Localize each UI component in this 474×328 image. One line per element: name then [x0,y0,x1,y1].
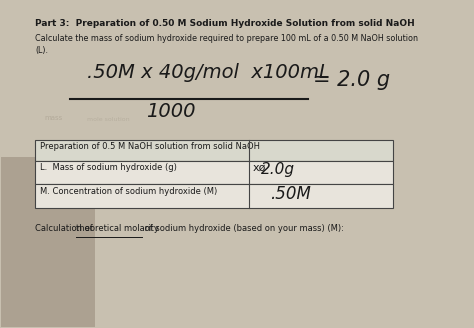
FancyBboxPatch shape [36,161,393,184]
FancyBboxPatch shape [36,184,393,208]
Text: .50M x 40g/mol  x100mL: .50M x 40g/mol x100mL [87,63,329,82]
Text: M. Concentration of sodium hydroxide (M): M. Concentration of sodium hydroxide (M) [40,187,217,196]
Text: 1000: 1000 [146,102,196,121]
Text: mole solution: mole solution [87,117,129,122]
Text: = 2.0 g: = 2.0 g [312,70,390,90]
Text: xø: xø [253,162,266,173]
Text: Calculate the mass of sodium hydroxide required to prepare 100 mL of a 0.50 M Na: Calculate the mass of sodium hydroxide r… [36,34,419,43]
Text: of sodium hydroxide (based on your mass) (M):: of sodium hydroxide (based on your mass)… [142,224,344,233]
Text: mass: mass [44,115,62,121]
FancyBboxPatch shape [1,157,95,327]
Text: 2.0g: 2.0g [261,162,295,177]
FancyBboxPatch shape [36,140,393,161]
Text: .50M: .50M [270,185,311,203]
Text: L.  Mass of sodium hydroxide (g): L. Mass of sodium hydroxide (g) [40,163,177,172]
Text: Calculation of: Calculation of [36,224,96,233]
Text: Preparation of 0.5 M NaOH solution from solid NaOH: Preparation of 0.5 M NaOH solution from … [40,142,260,151]
Text: theoretical molarity: theoretical molarity [76,224,159,233]
Text: Part 3:  Preparation of 0.50 M Sodium Hydroxide Solution from solid NaOH: Part 3: Preparation of 0.50 M Sodium Hyd… [36,19,415,28]
Text: (L).: (L). [36,46,48,55]
